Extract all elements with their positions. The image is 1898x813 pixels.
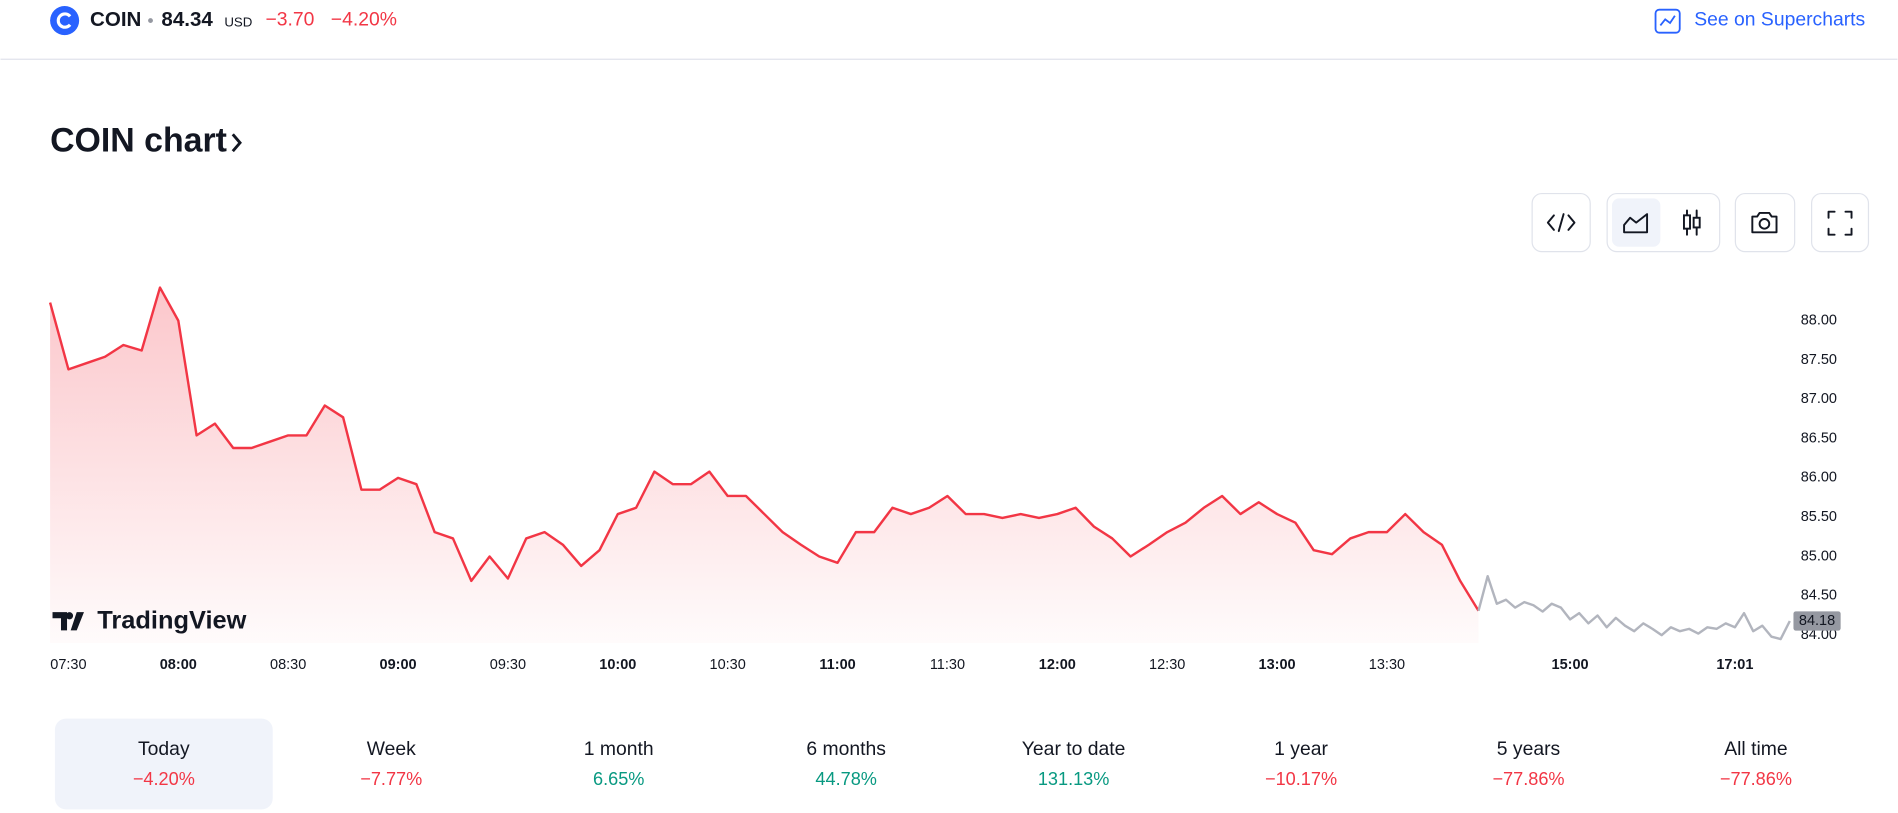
- x-tick-label: 07:30: [50, 657, 86, 673]
- x-tick-label: 09:00: [380, 657, 417, 673]
- period-tab[interactable]: 5 years −77.86%: [1492, 738, 1564, 789]
- separator-dot: [148, 18, 153, 23]
- link-text[interactable]: See on Supercharts: [1694, 9, 1865, 31]
- price-line: [1477, 574, 1791, 641]
- link-icon: [1654, 8, 1681, 34]
- y-tick-label: 86.50: [1801, 430, 1837, 446]
- watermark-logo: [52, 612, 84, 631]
- y-tick-label: 85.50: [1801, 509, 1837, 525]
- x-tick-label: 10:30: [710, 657, 746, 673]
- camera-icon: [1751, 211, 1778, 234]
- area-icon: [1623, 213, 1649, 234]
- change-percent: −4.20%: [331, 9, 397, 31]
- link-icon-glyph: [1659, 15, 1676, 26]
- embed-button[interactable]: [1531, 192, 1591, 253]
- chart-title[interactable]: COIN chart: [50, 122, 227, 160]
- tab-highlight: [54, 718, 273, 810]
- period-tab[interactable]: 6 months 44.78%: [806, 738, 886, 789]
- period-change: 44.78%: [815, 769, 876, 789]
- period-tab[interactable]: All time −77.86%: [1720, 738, 1792, 789]
- supercharts-link[interactable]: See on Supercharts: [1654, 8, 1866, 34]
- x-tick-label: 10:00: [599, 657, 636, 673]
- period-label[interactable]: Today: [138, 738, 190, 760]
- candle-style-button[interactable]: [1682, 209, 1701, 236]
- period-tab[interactable]: 1 year −10.17%: [1265, 738, 1337, 789]
- watermark: TradingView: [52, 607, 247, 635]
- x-tick-label: 15:00: [1552, 657, 1589, 673]
- x-tick-label: 13:30: [1369, 657, 1405, 673]
- area-style-button[interactable]: [1611, 198, 1661, 247]
- period-tab[interactable]: Week −7.77%: [360, 738, 422, 789]
- logo-glyph: [56, 12, 72, 29]
- period-tab[interactable]: Year to date 131.13%: [1022, 738, 1126, 789]
- symbol: COIN: [90, 8, 141, 31]
- period-label[interactable]: Week: [367, 738, 416, 760]
- x-tick-label: 09:30: [490, 657, 526, 673]
- y-tick-label: 86.00: [1801, 470, 1837, 486]
- embed-icon: [1546, 213, 1576, 233]
- candle-body: [1692, 216, 1701, 229]
- toolbar: [1531, 192, 1870, 253]
- period-change: 6.65%: [593, 769, 644, 789]
- period-tab[interactable]: 1 month 6.65%: [584, 738, 654, 789]
- period-tabs: Today −4.20% Week −7.77% 1 month 6.65% 6 month…: [54, 718, 1792, 810]
- period-change: −77.86%: [1720, 769, 1792, 789]
- x-tick-label: 11:00: [819, 657, 855, 673]
- y-tick-label: 85.00: [1801, 548, 1837, 564]
- chart: 84.00 84.50 85.00 85.50 86.00 86.50 87.00 87.50…: [48, 286, 1841, 673]
- watermark-text: TradingView: [97, 607, 246, 635]
- period-label[interactable]: 1 month: [584, 738, 654, 760]
- period-tab[interactable]: Today −4.20%: [54, 718, 273, 810]
- x-tick-label: 11:30: [930, 657, 965, 673]
- x-tick-label: 08:00: [160, 657, 197, 673]
- snapshot-button[interactable]: [1734, 192, 1796, 253]
- y-tick-label: 87.50: [1801, 352, 1837, 368]
- currency: USD: [224, 15, 252, 30]
- header: COIN 84.34 USD −3.70 −4.20% See on Super…: [0, 6, 1898, 60]
- fullscreen-button[interactable]: [1810, 192, 1870, 253]
- period-label[interactable]: 6 months: [806, 738, 886, 760]
- x-tick-label: 08:30: [270, 657, 306, 673]
- x-tick-label: 17:01: [1716, 657, 1753, 673]
- period-change: −77.86%: [1492, 769, 1564, 789]
- y-tick-label: 84.00: [1801, 627, 1837, 643]
- price: 84.34: [161, 8, 213, 31]
- period-label[interactable]: 5 years: [1497, 738, 1560, 760]
- y-tick-label: 87.00: [1801, 391, 1837, 407]
- camera-lens: [1758, 218, 1771, 230]
- title-chevron: [231, 133, 242, 153]
- period-change: −10.17%: [1265, 769, 1337, 789]
- x-tick-label: 13:00: [1259, 657, 1296, 673]
- period-label[interactable]: 1 year: [1274, 738, 1328, 760]
- period-label[interactable]: Year to date: [1022, 738, 1126, 760]
- change: −3.70: [265, 9, 314, 31]
- period-change: −7.77%: [360, 769, 422, 789]
- area-fill: [50, 287, 1479, 644]
- x-tick-label: 12:30: [1149, 657, 1185, 673]
- price-line: [48, 286, 1480, 612]
- chart-style-group: [1606, 192, 1721, 253]
- y-tick-label: 88.00: [1801, 312, 1837, 328]
- period-change: 131.13%: [1038, 769, 1110, 789]
- candle-body: [1682, 214, 1691, 230]
- period-change: −4.20%: [133, 769, 195, 789]
- fullscreen-icon: [1827, 210, 1853, 236]
- period-label[interactable]: All time: [1724, 738, 1787, 760]
- symbol-logo: [50, 6, 80, 36]
- x-tick-label: 12:00: [1039, 657, 1076, 673]
- button-frame: [1810, 192, 1870, 253]
- last-price-label: 84.18: [1799, 613, 1835, 629]
- button-frame: [1734, 192, 1796, 253]
- y-tick-label: 84.50: [1801, 588, 1837, 604]
- last-price-badge: [1793, 611, 1841, 631]
